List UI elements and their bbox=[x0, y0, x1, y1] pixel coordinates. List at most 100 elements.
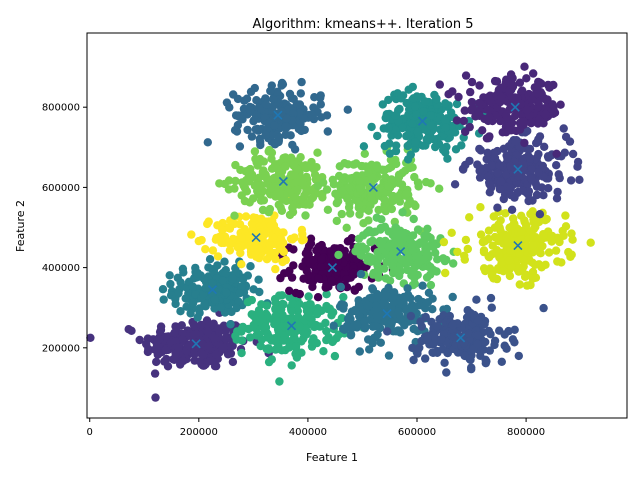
data-point bbox=[384, 95, 393, 105]
data-point bbox=[493, 203, 502, 212]
data-point bbox=[258, 205, 268, 215]
data-point bbox=[367, 293, 376, 302]
data-point bbox=[520, 62, 529, 71]
data-point bbox=[313, 244, 323, 253]
data-point bbox=[403, 284, 412, 293]
data-point bbox=[489, 212, 498, 221]
x-tick-label: 200000 bbox=[180, 427, 218, 438]
data-point bbox=[568, 149, 578, 159]
data-point bbox=[318, 193, 327, 202]
data-point bbox=[284, 343, 294, 352]
data-point bbox=[281, 122, 291, 131]
data-point bbox=[524, 196, 533, 206]
data-point bbox=[289, 245, 298, 254]
data-point bbox=[340, 325, 349, 334]
data-point bbox=[565, 137, 575, 146]
data-point bbox=[202, 316, 212, 325]
data-point bbox=[526, 280, 535, 290]
data-point bbox=[254, 329, 263, 339]
y-tick-label: 600000 bbox=[42, 183, 80, 194]
data-point bbox=[442, 368, 451, 377]
data-point bbox=[254, 275, 263, 284]
data-point bbox=[330, 351, 340, 361]
data-point bbox=[281, 162, 290, 171]
data-point bbox=[533, 137, 543, 147]
data-point bbox=[450, 180, 460, 189]
data-point bbox=[272, 317, 281, 326]
data-point bbox=[535, 210, 545, 219]
data-point bbox=[428, 305, 437, 314]
data-point bbox=[464, 329, 473, 338]
data-point bbox=[486, 95, 495, 105]
x-tick-label: 800000 bbox=[507, 427, 545, 438]
data-point bbox=[235, 220, 245, 229]
data-point bbox=[546, 232, 555, 241]
data-point bbox=[506, 184, 515, 193]
data-point bbox=[194, 236, 203, 246]
data-point bbox=[342, 275, 351, 284]
data-point bbox=[225, 222, 234, 232]
data-point bbox=[322, 326, 331, 336]
data-point bbox=[508, 335, 518, 344]
data-point bbox=[316, 100, 325, 109]
data-point bbox=[490, 76, 500, 86]
data-point bbox=[340, 246, 349, 256]
data-point bbox=[421, 141, 430, 150]
data-point bbox=[406, 311, 416, 321]
data-point bbox=[293, 185, 302, 194]
data-point bbox=[335, 171, 344, 181]
data-point bbox=[520, 138, 529, 148]
data-point bbox=[225, 246, 235, 255]
data-point bbox=[210, 304, 219, 313]
data-point bbox=[249, 213, 258, 222]
data-point bbox=[161, 346, 171, 355]
data-point bbox=[176, 278, 185, 287]
data-point bbox=[460, 255, 469, 264]
y-tick-label: 800000 bbox=[42, 103, 80, 114]
y-axis-label: Feature 2 bbox=[14, 200, 27, 252]
data-point bbox=[332, 216, 341, 226]
data-point bbox=[299, 114, 308, 123]
data-point bbox=[465, 156, 474, 166]
plot-frame bbox=[86, 32, 628, 419]
data-point bbox=[347, 234, 356, 243]
data-point bbox=[554, 170, 563, 179]
data-point bbox=[285, 210, 295, 220]
data-point bbox=[506, 161, 515, 171]
data-point bbox=[297, 126, 306, 136]
data-point bbox=[497, 357, 506, 366]
data-point bbox=[299, 235, 308, 244]
data-point bbox=[553, 187, 562, 197]
data-point bbox=[203, 327, 213, 336]
data-point bbox=[463, 244, 472, 254]
data-point bbox=[473, 331, 482, 340]
data-point bbox=[364, 252, 373, 261]
data-point bbox=[482, 163, 491, 172]
data-point bbox=[528, 207, 537, 216]
data-point bbox=[213, 252, 223, 261]
data-point bbox=[404, 85, 413, 94]
data-point bbox=[496, 216, 505, 225]
data-point bbox=[374, 291, 383, 300]
data-point bbox=[476, 203, 485, 212]
data-point bbox=[525, 153, 535, 163]
data-point bbox=[461, 71, 471, 80]
data-point bbox=[313, 148, 322, 157]
data-point bbox=[507, 222, 517, 231]
data-point bbox=[418, 255, 428, 264]
data-point bbox=[271, 336, 280, 345]
data-point bbox=[465, 122, 474, 132]
data-point bbox=[396, 255, 406, 264]
data-point bbox=[531, 273, 541, 282]
data-point bbox=[410, 102, 420, 111]
data-point bbox=[304, 292, 313, 301]
data-point bbox=[291, 342, 301, 351]
data-point bbox=[567, 229, 576, 238]
data-point bbox=[368, 236, 377, 245]
data-point bbox=[260, 323, 270, 332]
data-point bbox=[478, 237, 488, 247]
data-point bbox=[384, 283, 393, 292]
data-point bbox=[313, 293, 323, 302]
data-point bbox=[302, 172, 311, 182]
data-point bbox=[143, 347, 153, 357]
